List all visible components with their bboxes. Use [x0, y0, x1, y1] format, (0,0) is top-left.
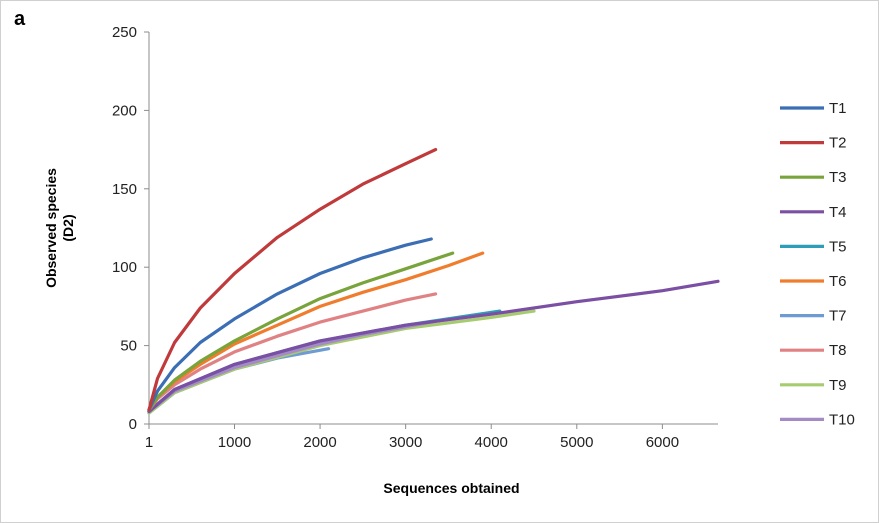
x-tick-label: 2000	[303, 434, 336, 451]
y-tick-label: 50	[120, 338, 137, 355]
legend-label-t9: T9	[829, 377, 847, 394]
axes: 0 50 100 150 200 250 1 1000 2000 3000 4000 5000 6000	[112, 24, 718, 451]
legend-label-t6: T6	[829, 273, 847, 290]
series-line-t2	[147, 148, 438, 412]
y-tick-label: 150	[112, 181, 137, 198]
legend-label-t3: T3	[829, 169, 847, 186]
y-tick-label: 100	[112, 259, 137, 276]
x-tick-label: 6000	[646, 434, 679, 451]
y-axis-title-line-2: (D2)	[60, 214, 76, 241]
series-line-t8	[147, 292, 438, 412]
y-tick-label: 0	[129, 416, 137, 433]
x-tick-label: 1	[145, 434, 153, 451]
legend-label-t10: T10	[829, 411, 855, 428]
legend: T1 T2 T3 T4 T5 T6 T7 T8 T9 T10	[780, 100, 855, 428]
x-axis-title: Sequences obtained	[383, 480, 519, 496]
series-layer	[147, 148, 720, 415]
y-axis-title-line-1: Observed species	[43, 168, 59, 288]
x-tick-label: 1000	[218, 434, 251, 451]
series-line-t3	[147, 251, 455, 412]
x-tick-label: 4000	[475, 434, 508, 451]
y-tick-label: 250	[112, 24, 137, 41]
legend-label-t5: T5	[829, 238, 847, 255]
y-tick-label: 200	[112, 102, 137, 119]
series-line-t1	[147, 237, 433, 412]
legend-label-t7: T7	[829, 308, 847, 325]
panel-label: a	[14, 8, 26, 30]
legend-label-t1: T1	[829, 100, 847, 117]
legend-label-t2: T2	[829, 135, 847, 152]
x-tick-label: 5000	[560, 434, 593, 451]
y-axis-title: Observed species(D2)	[43, 168, 76, 288]
series-line-t4	[147, 279, 720, 414]
x-tick-label: 3000	[389, 434, 422, 451]
legend-label-t8: T8	[829, 342, 847, 359]
legend-label-t4: T4	[829, 204, 847, 221]
